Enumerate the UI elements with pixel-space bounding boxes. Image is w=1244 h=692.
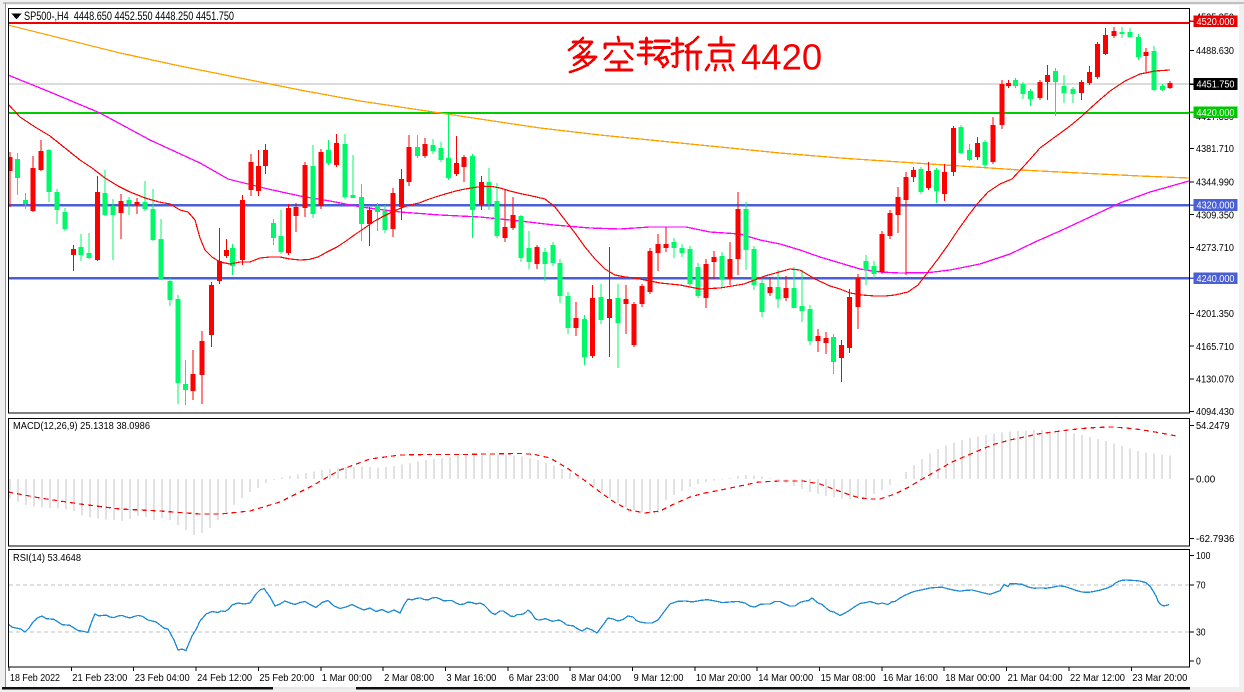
svg-text:54.2479: 54.2479 <box>1196 421 1230 432</box>
svg-text:4420.000: 4420.000 <box>1197 108 1236 119</box>
svg-text:4420: 4420 <box>741 37 822 78</box>
svg-text:25 Feb 20:00: 25 Feb 20:00 <box>259 673 314 684</box>
svg-text:10 Mar 20:00: 10 Mar 20:00 <box>696 673 751 684</box>
svg-text:14 Mar 00:00: 14 Mar 00:00 <box>758 673 813 684</box>
svg-text:4320.000: 4320.000 <box>1197 201 1236 212</box>
svg-text:24 Feb 12:00: 24 Feb 12:00 <box>197 673 252 684</box>
svg-text:2 Mar 08:00: 2 Mar 08:00 <box>384 673 434 684</box>
svg-text:100: 100 <box>1196 551 1211 562</box>
svg-text:70: 70 <box>1196 581 1206 592</box>
svg-text:4165.710: 4165.710 <box>1196 342 1235 353</box>
svg-text:1 Mar 00:00: 1 Mar 00:00 <box>322 673 372 684</box>
svg-text:6 Mar 23:00: 6 Mar 23:00 <box>509 673 559 684</box>
svg-text:4130.070: 4130.070 <box>1196 374 1235 385</box>
svg-text:30: 30 <box>1196 628 1206 639</box>
svg-text:8 Mar 04:00: 8 Mar 04:00 <box>571 673 621 684</box>
svg-text:4309.350: 4309.350 <box>1196 210 1235 221</box>
svg-text:18 Feb 2022: 18 Feb 2022 <box>10 673 60 684</box>
svg-text:MACD(12,26,9) 25.1318 38.0986: MACD(12,26,9) 25.1318 38.0986 <box>13 421 150 432</box>
svg-text:21 Feb 23:00: 21 Feb 23:00 <box>72 673 127 684</box>
svg-text:RSI(14) 53.4648: RSI(14) 53.4648 <box>13 553 81 564</box>
svg-text:16 Mar 16:00: 16 Mar 16:00 <box>883 673 938 684</box>
svg-text:9 Mar 12:00: 9 Mar 12:00 <box>634 673 684 684</box>
svg-text:21 Mar 04:00: 21 Mar 04:00 <box>1008 673 1063 684</box>
svg-text:23 Mar 20:00: 23 Mar 20:00 <box>1132 673 1187 684</box>
svg-text:4381.710: 4381.710 <box>1196 144 1235 155</box>
svg-text:15 Mar 08:00: 15 Mar 08:00 <box>821 673 876 684</box>
svg-text:18 Mar 00:00: 18 Mar 00:00 <box>945 673 1000 684</box>
svg-text:23 Feb 04:00: 23 Feb 04:00 <box>135 673 190 684</box>
svg-text:22 Mar 12:00: 22 Mar 12:00 <box>1070 673 1125 684</box>
svg-text:4094.430: 4094.430 <box>1196 407 1235 418</box>
svg-text:4273.710: 4273.710 <box>1196 243 1235 254</box>
svg-text:0: 0 <box>1196 657 1201 668</box>
svg-text:3 Mar 16:00: 3 Mar 16:00 <box>446 673 496 684</box>
svg-text:4488.630: 4488.630 <box>1196 46 1235 57</box>
svg-text:0.00: 0.00 <box>1196 475 1216 486</box>
svg-text:4451.750: 4451.750 <box>1197 80 1236 91</box>
svg-text:-62.7936: -62.7936 <box>1196 534 1235 545</box>
svg-text:4201.350: 4201.350 <box>1196 309 1235 320</box>
svg-text:4520.000: 4520.000 <box>1197 17 1236 28</box>
svg-text:SP500-,H4 4448.650 4452.550 4: SP500-,H4 4448.650 4452.550 4448.250 445… <box>24 9 234 23</box>
svg-text:4344.990: 4344.990 <box>1196 178 1235 189</box>
svg-text:4240.000: 4240.000 <box>1197 274 1236 285</box>
